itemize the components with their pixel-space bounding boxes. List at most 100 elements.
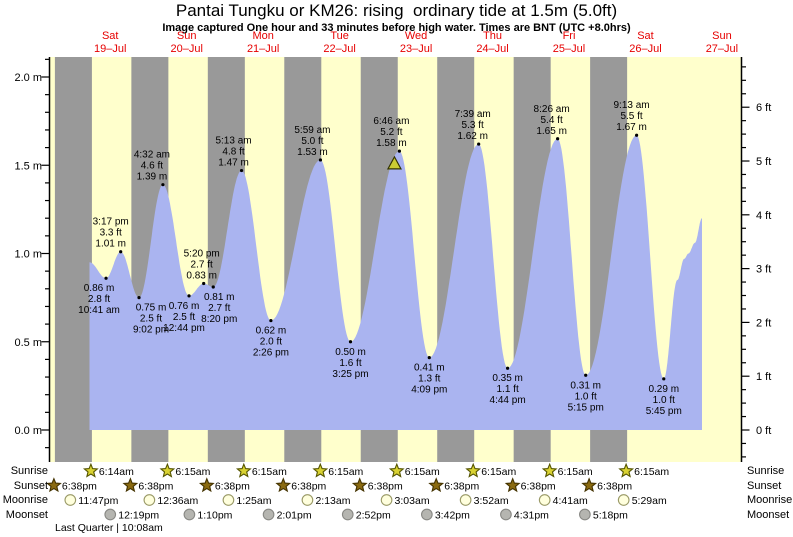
tide-event-label: 6:46 am5.2 ft1.58 m <box>373 116 409 149</box>
day-date-label: 24–Jul <box>476 43 508 55</box>
day-name-label: Mon <box>252 30 273 42</box>
tide-height-ft: 5.5 ft <box>620 111 642 122</box>
tide-event-dot <box>662 377 666 381</box>
tide-event-dot <box>506 366 510 370</box>
left-tick-label: 2.0 m <box>14 72 42 84</box>
moonset-row-label-left: Moonset <box>5 509 48 521</box>
moonrise-time: 3:52am <box>474 495 509 507</box>
right-tick-label: 1 ft <box>756 371 771 383</box>
tide-event-label: 9:13 am5.5 ft1.67 m <box>614 100 650 133</box>
tide-event-label: 0.35 m1.1 ft4:44 pm <box>490 373 526 406</box>
moonrise-icon <box>538 494 551 506</box>
tide-time: 8:20 pm <box>201 314 237 325</box>
moonrise-time: 1:25am <box>236 495 271 507</box>
moonset-time: 1:10pm <box>197 509 232 521</box>
sunset-time: 6:38pm <box>62 480 97 492</box>
tide-height-m: 0.31 m <box>570 380 601 391</box>
tide-event-label: 0.81 m2.7 ft8:20 pm <box>201 292 237 325</box>
right-tick-label: 5 ft <box>756 156 771 168</box>
tide-height-ft: 1.0 ft <box>575 391 597 402</box>
moonrise-icon <box>143 494 156 506</box>
day-name-label: Sun <box>177 30 197 42</box>
left-tick-label: 0.0 m <box>14 425 42 437</box>
tide-event-label: 0.62 m2.0 ft2:26 pm <box>253 326 289 359</box>
tide-height-ft: 2.7 ft <box>208 303 230 314</box>
tide-height-m: 1.47 m <box>218 158 249 169</box>
sunrise-icon <box>159 462 176 478</box>
moonset-time: 5:18pm <box>593 509 628 521</box>
tide-height-m: 0.83 m <box>186 271 217 282</box>
tide-event-dot <box>187 294 191 298</box>
tide-time: 10:41 am <box>78 305 120 316</box>
tide-event-label: 3:17 pm3.3 ft1.01 m <box>93 217 129 250</box>
tide-height-ft: 2.7 ft <box>191 260 213 271</box>
tide-event-dot <box>556 137 560 141</box>
right-tick-label: 2 ft <box>756 317 771 329</box>
day-date-label: 25–Jul <box>553 43 585 55</box>
tide-event-label: 0.31 m1.0 ft5:15 pm <box>568 380 604 413</box>
tide-event-label: 0.41 m1.3 ft4:09 pm <box>411 363 447 396</box>
moonrise-icon <box>459 494 472 506</box>
tide-event-label: 7:39 am5.3 ft1.62 m <box>455 109 491 142</box>
day-date-label: 27–Jul <box>706 43 738 55</box>
moonset-icon <box>579 508 591 521</box>
tide-height-ft: 1.6 ft <box>339 358 361 369</box>
right-tick-label: 0 ft <box>756 425 771 437</box>
moonset-icon <box>500 508 512 521</box>
sunrise-time: 6:15am <box>252 466 287 478</box>
tide-height-m: 0.50 m <box>335 347 366 358</box>
tide-event-label: 4:32 am4.6 ft1.39 m <box>134 150 170 183</box>
tide-height-m: 0.62 m <box>256 326 287 337</box>
tide-height-ft: 5.3 ft <box>462 120 484 131</box>
page-subtitle: Image captured One hour and 33 minutes b… <box>162 22 631 34</box>
tide-height-ft: 5.4 ft <box>541 115 563 126</box>
moonset-icon <box>341 508 354 521</box>
tide-event-dot <box>239 168 244 173</box>
day-name-label: Tue <box>330 30 349 42</box>
moonrise-time: 4:41am <box>553 495 588 507</box>
sunrise-time: 6:15am <box>175 466 210 478</box>
tide-event-dot <box>634 133 639 137</box>
sunset-icon <box>122 477 139 493</box>
moonset-time: 3:42pm <box>435 509 470 521</box>
tide-event-dot <box>269 318 273 323</box>
sunrise-time: 6:15am <box>558 466 593 478</box>
sunrise-row-label-right: Sunrise <box>747 465 785 477</box>
tide-event-dot <box>397 149 401 153</box>
moonset-icon <box>183 508 196 521</box>
tide-height-m: 1.58 m <box>376 138 407 149</box>
tide-time: 5:13 am <box>215 136 251 147</box>
tide-event-dot <box>427 356 431 360</box>
sunset-time: 6:38pm <box>597 480 632 492</box>
sunset-time: 6:38pm <box>444 480 479 492</box>
tide-event-dot <box>137 296 141 300</box>
sunset-time: 6:38pm <box>291 480 326 492</box>
tide-time: 4:09 pm <box>411 385 447 396</box>
tide-height-ft: 3.3 ft <box>100 228 122 239</box>
day-date-label: 19–Jul <box>94 43 126 55</box>
sunset-icon <box>581 477 598 493</box>
tide-time: 3:17 pm <box>93 217 129 228</box>
tide-height-ft: 2.5 ft <box>173 312 195 323</box>
tide-height-ft: 4.6 ft <box>141 161 163 172</box>
day-date-label: 20–Jul <box>170 43 202 55</box>
tide-time: 5:20 pm <box>184 249 220 260</box>
sunset-time: 6:38pm <box>138 480 173 492</box>
sunrise-icon <box>82 462 99 478</box>
tide-event-label: 5:59 am5.0 ft1.53 m <box>294 125 330 158</box>
tide-time: 5:15 pm <box>568 402 604 413</box>
sunset-time: 6:38pm <box>215 480 250 492</box>
tide-height-m: 0.35 m <box>492 373 523 384</box>
tide-time: 4:44 pm <box>490 395 526 406</box>
tide-height-m: 1.62 m <box>457 131 488 142</box>
tide-event-dot <box>161 183 165 187</box>
tide-height-m: 0.29 m <box>648 384 679 395</box>
sunrise-icon <box>235 462 252 478</box>
left-tick-label: 1.0 m <box>14 249 42 261</box>
sunrise-time: 6:15am <box>405 466 440 478</box>
tide-height-m: 0.81 m <box>204 292 235 303</box>
tide-event-label: 0.75 m2.5 ft9:02 pm <box>133 303 169 336</box>
day-name-label: Fri <box>563 30 576 42</box>
sunset-time: 6:38pm <box>368 480 403 492</box>
moonrise-row-label-right: Moonrise <box>747 494 793 506</box>
